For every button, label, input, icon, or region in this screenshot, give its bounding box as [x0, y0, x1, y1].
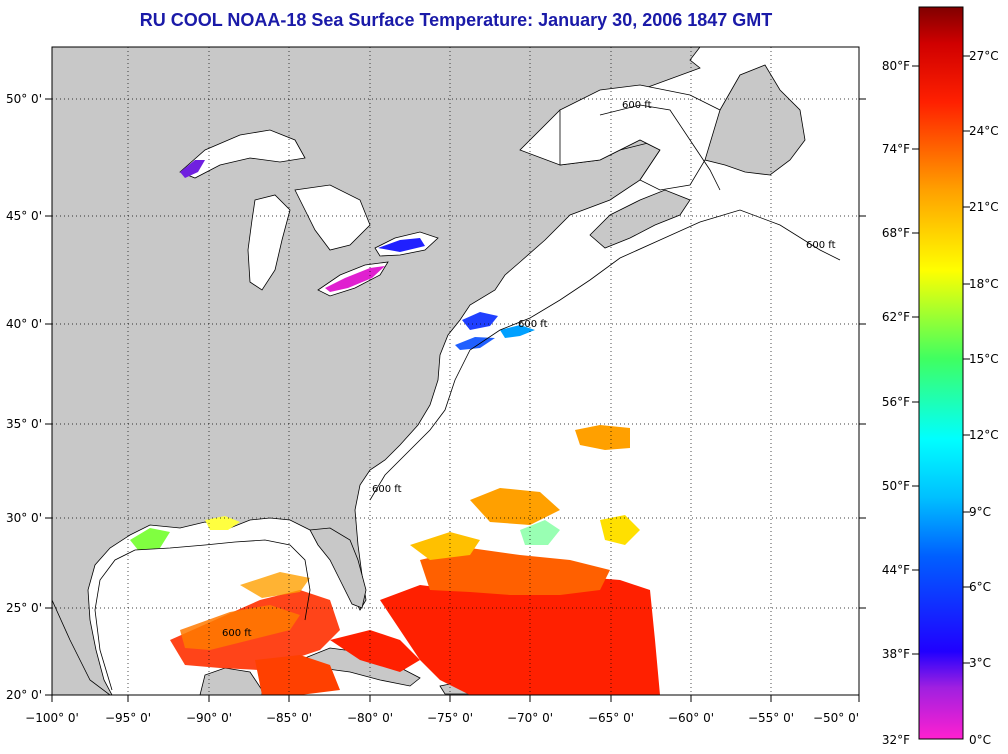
colorbar-f-label: 44°F — [882, 563, 910, 577]
isobath-600ft-atlantic — [369, 209, 841, 501]
lat-label: 20° 0' — [6, 688, 42, 702]
land-yucatan — [199, 667, 263, 695]
sst-gulf-coast-cool — [130, 516, 240, 550]
colorbar-c-label: 15°C — [969, 352, 999, 366]
lat-label: 25° 0' — [6, 601, 42, 615]
latitude-labels: 50° 0' 45° 0' 40° 0' 35° 0' 30° 0' 25° 0… — [6, 92, 42, 702]
lon-label: −65° 0' — [588, 711, 634, 725]
lat-label: 35° 0' — [6, 417, 42, 431]
lon-label: −80° 0' — [347, 711, 393, 725]
contour-label-3: 600 ft — [372, 484, 402, 495]
map-area: 600 ft 600 ft 600 ft 600 ft 600 ft — [52, 47, 859, 695]
colorbar-c-label: 6°C — [969, 580, 991, 594]
lake-michigan — [247, 194, 291, 291]
land-florida — [309, 527, 367, 609]
isobath-600ft-stlawrence — [599, 104, 721, 191]
contour-label-5: 600 ft — [806, 240, 836, 251]
land-newfoundland — [699, 64, 806, 176]
map-frame — [51, 46, 860, 696]
contour-label-4: 600 ft — [222, 628, 252, 639]
graticule — [52, 47, 859, 695]
contour-label-1: 600 ft — [622, 100, 652, 111]
colorbar-c-label: 0°C — [969, 733, 991, 747]
lon-label: −70° 0' — [507, 711, 553, 725]
colorbar-f-label: 74°F — [882, 142, 910, 156]
gulf-st-lawrence — [559, 84, 721, 191]
lon-label: −50° 0' — [813, 711, 859, 725]
lake-huron — [294, 184, 371, 251]
colorbar: 80°F 74°F 68°F 62°F 56°F 50°F 44°F 38°F … — [882, 6, 999, 747]
colorbar-c-label: 21°C — [969, 200, 999, 214]
lon-label: −55° 0' — [748, 711, 794, 725]
land-mexico — [52, 599, 111, 695]
sst-great-lakes — [180, 160, 425, 292]
lon-label: −60° 0' — [668, 711, 714, 725]
colorbar-c-label: 3°C — [969, 656, 991, 670]
lon-label: −75° 0' — [427, 711, 473, 725]
lon-label: −85° 0' — [266, 711, 312, 725]
colorbar-f-label: 80°F — [882, 59, 910, 73]
lon-label: −100° 0' — [25, 711, 79, 725]
lat-label: 50° 0' — [6, 92, 42, 106]
colorbar-c-label: 24°C — [969, 124, 999, 138]
axis-ticks — [45, 98, 866, 702]
lat-label: 30° 0' — [6, 511, 42, 525]
sst-atlantic-warm — [380, 425, 660, 695]
colorbar-c-label: 9°C — [969, 505, 991, 519]
lat-label: 40° 0' — [6, 317, 42, 331]
colorbar-f-label: 62°F — [882, 310, 910, 324]
colorbar-f-label: 68°F — [882, 226, 910, 240]
contour-label-2: 600 ft — [518, 319, 548, 330]
colorbar-c-label: 27°C — [969, 49, 999, 63]
lon-label: −95° 0' — [105, 711, 151, 725]
sst-gulf-of-mexico — [170, 572, 420, 695]
lon-label: −90° 0' — [186, 711, 232, 725]
colorbar-c-label: 12°C — [969, 428, 999, 442]
colorbar-f-label: 50°F — [882, 479, 910, 493]
colorbar-c-label: 18°C — [969, 277, 999, 291]
isobath-600ft — [94, 539, 311, 691]
lake-superior — [179, 129, 306, 179]
colorbar-gradient — [918, 6, 964, 740]
map-title: RU COOL NOAA-18 Sea Surface Temperature:… — [139, 10, 773, 30]
lat-label: 45° 0' — [6, 209, 42, 223]
colorbar-f-label: 32°F — [882, 733, 910, 747]
land-nova-scotia — [589, 189, 691, 249]
colorbar-f-label: 56°F — [882, 395, 910, 409]
longitude-labels: −100° 0' −95° 0' −90° 0' −85° 0' −80° 0'… — [25, 711, 859, 725]
colorbar-f-label: 38°F — [882, 647, 910, 661]
